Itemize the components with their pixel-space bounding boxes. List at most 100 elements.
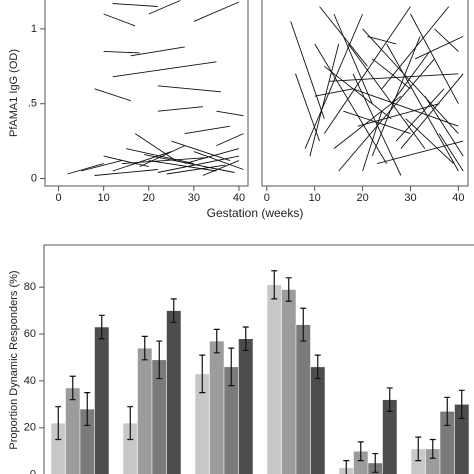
y-tick-label: .5 xyxy=(28,98,37,110)
trajectory xyxy=(184,125,231,135)
trajectory xyxy=(415,35,464,60)
panel-frame xyxy=(44,0,249,187)
trajectory xyxy=(390,51,431,104)
error-bar xyxy=(458,389,465,420)
x-tick-label: 10 xyxy=(309,192,321,204)
trajectory xyxy=(112,151,172,172)
x-axis-label: Gestation (weeks) xyxy=(207,206,304,220)
trajectory xyxy=(333,13,373,104)
bar xyxy=(65,387,81,474)
trajectory xyxy=(395,88,445,142)
bar xyxy=(137,347,153,474)
trajectory xyxy=(130,46,185,57)
trajectory xyxy=(386,43,459,172)
trajectory xyxy=(329,73,459,82)
trajectory xyxy=(193,1,240,22)
y-tick-label: 1 xyxy=(31,23,37,35)
trajectory xyxy=(405,118,454,164)
bar xyxy=(238,338,254,474)
trajectory xyxy=(103,155,149,168)
trajectory xyxy=(314,88,354,97)
x-tick-label: 10 xyxy=(98,192,110,204)
trajectory xyxy=(362,111,383,172)
trajectory xyxy=(166,164,226,175)
error-bar xyxy=(55,406,62,441)
trajectory xyxy=(216,133,244,147)
trajectory xyxy=(400,73,464,149)
error-bar xyxy=(444,396,451,427)
bar xyxy=(209,340,225,474)
error-bar xyxy=(372,452,379,473)
error-bar xyxy=(429,438,436,459)
error-bar xyxy=(156,340,163,380)
trajectory xyxy=(371,36,421,157)
error-bar xyxy=(285,277,292,302)
trajectory xyxy=(216,110,244,117)
trajectory xyxy=(144,154,235,173)
trajectory xyxy=(103,13,136,27)
trajectory xyxy=(112,3,158,7)
trajectory xyxy=(157,106,203,112)
trajectory xyxy=(94,169,158,176)
x-tick-label: 40 xyxy=(233,192,245,204)
trajectory xyxy=(410,13,459,104)
y-axis-label: Proportion Dynamic Responders (%) xyxy=(8,270,20,449)
trajectory xyxy=(324,65,392,120)
x-tick-label: 20 xyxy=(143,192,155,204)
x-tick-label: 40 xyxy=(452,192,464,204)
error-bar xyxy=(300,307,307,342)
trajectory xyxy=(103,50,140,54)
trajectory xyxy=(148,0,181,15)
error-bar xyxy=(271,270,278,300)
x-tick-label: 30 xyxy=(404,192,416,204)
error-bar xyxy=(199,354,206,394)
trajectory xyxy=(357,103,440,127)
trajectory xyxy=(94,88,131,102)
trajectory xyxy=(112,61,217,78)
y-tick-label: 40 xyxy=(24,375,36,387)
trajectory xyxy=(352,88,459,127)
trajectory xyxy=(333,95,402,149)
error-bar xyxy=(213,328,220,354)
error-bar xyxy=(98,314,105,340)
trajectory xyxy=(80,160,122,172)
error-bar xyxy=(314,354,321,380)
trajectory xyxy=(319,6,368,67)
error-bar xyxy=(141,335,148,361)
error-bar xyxy=(84,392,91,427)
x-tick-label: 0 xyxy=(264,192,270,204)
trajectory xyxy=(121,157,208,165)
y-tick-label: 80 xyxy=(24,281,36,293)
trajectory xyxy=(139,145,185,168)
bar xyxy=(281,289,297,474)
trajectory xyxy=(376,140,464,165)
x-tick-label: 0 xyxy=(55,192,61,204)
trajectory xyxy=(184,148,240,165)
trajectory xyxy=(171,140,231,162)
trajectory xyxy=(343,110,411,135)
y-tick-label: 0 xyxy=(31,172,37,184)
error-bar xyxy=(386,387,393,412)
trajectory xyxy=(134,133,177,161)
trajectory xyxy=(202,160,240,176)
trajectory xyxy=(193,151,244,170)
trajectory xyxy=(438,133,464,172)
trajectory xyxy=(371,58,411,90)
error-bar xyxy=(170,298,177,323)
x-tick-label: 20 xyxy=(356,192,368,204)
bar xyxy=(295,324,311,474)
trajectory xyxy=(424,95,464,157)
error-bar xyxy=(127,406,134,441)
trajectory xyxy=(157,85,221,93)
error-bar xyxy=(242,326,249,352)
panel-frame xyxy=(43,244,474,474)
bar xyxy=(266,284,282,474)
y-tick-label: 0 xyxy=(30,469,36,474)
trajectory xyxy=(295,73,320,142)
trajectory xyxy=(347,43,426,149)
error-bar xyxy=(228,347,235,387)
trajectory xyxy=(290,21,325,119)
bar xyxy=(94,326,110,474)
trajectory xyxy=(148,160,217,172)
trajectory xyxy=(352,73,402,176)
